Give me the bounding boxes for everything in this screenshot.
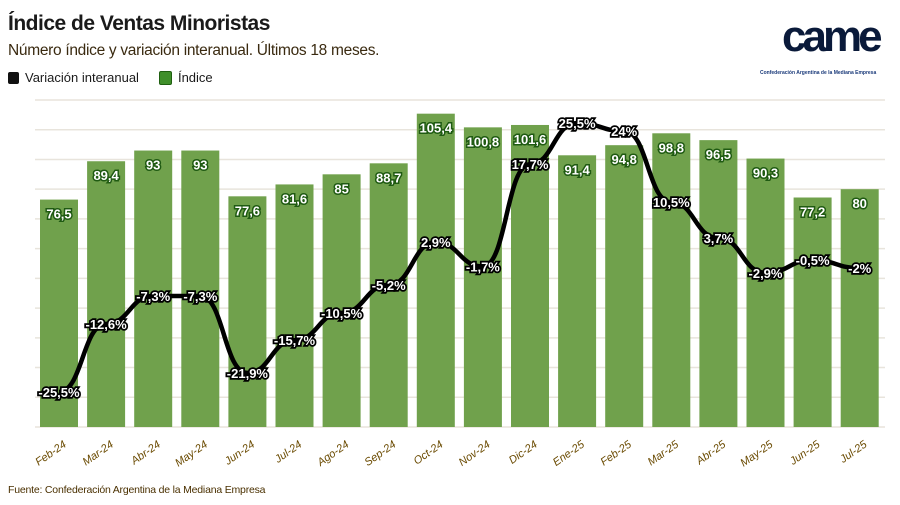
legend-swatch-variacion <box>8 71 19 84</box>
x-tick-label: Jun-25 <box>787 438 823 468</box>
bar-label: 105,4 <box>420 121 453 136</box>
bar-label: 81,6 <box>282 191 307 206</box>
bar <box>746 158 785 427</box>
x-tick-label: May-24 <box>173 439 210 470</box>
x-tick-label: Jul-24 <box>272 439 304 467</box>
bar-label: 90,3 <box>753 166 778 181</box>
bar <box>793 197 832 427</box>
bar <box>275 184 314 427</box>
legend-swatch-indice <box>158 70 172 85</box>
bar <box>652 133 691 427</box>
bar-label: 93 <box>193 158 207 173</box>
line-label: -10,5% <box>321 306 363 321</box>
came-logo: came Confederación Argentina de la Media… <box>760 12 890 82</box>
bar <box>699 140 738 427</box>
legend-label-variacion: Variación interanual <box>25 70 139 85</box>
bar-label: 77,6 <box>235 203 260 218</box>
line-label: -25,5% <box>38 385 80 400</box>
x-tick-label: Jul-25 <box>837 438 870 466</box>
line-label: 10,5% <box>653 195 690 210</box>
bar-label: 94,8 <box>612 152 637 167</box>
x-tick-label: Feb-25 <box>598 438 634 468</box>
bar-label: 96,5 <box>706 147 731 162</box>
x-tick-label: Mar-24 <box>81 439 116 469</box>
x-tick-label: Dic-24 <box>507 439 540 467</box>
line-label: 24% <box>611 124 637 139</box>
x-tick-label: Abr-24 <box>128 439 163 468</box>
x-tick-label: Mar-25 <box>646 438 682 468</box>
x-tick-label: Jun-24 <box>222 439 257 469</box>
bar-label: 80 <box>852 196 866 211</box>
bar <box>463 127 502 427</box>
x-tick-label: Oct-24 <box>412 439 446 468</box>
line-label: 2,9% <box>421 235 451 250</box>
line-label: -2% <box>848 261 872 276</box>
bar-label: 88,7 <box>376 170 401 185</box>
bar <box>605 145 644 427</box>
line-label: -12,6% <box>85 317 127 332</box>
line-label: 25,5% <box>559 116 596 131</box>
line-label: -7,3% <box>183 289 217 304</box>
bar <box>322 174 361 427</box>
bar <box>40 199 78 427</box>
line-label: -7,3% <box>136 289 170 304</box>
x-tick-label: Feb-24 <box>33 439 68 469</box>
line-label: -0,5% <box>796 253 830 268</box>
bar <box>228 196 267 427</box>
line-label: 17,7% <box>512 157 549 172</box>
bar-label: 100,8 <box>467 134 500 149</box>
x-tick-label: Ene-25 <box>551 438 588 469</box>
bar-label: 93 <box>146 158 160 173</box>
bar-label: 77,2 <box>800 205 825 220</box>
x-tick-label: Nov-24 <box>457 439 493 469</box>
bar <box>840 189 879 427</box>
bar-label: 76,5 <box>46 207 71 222</box>
logo-subtitle: Confederación Argentina de la Mediana Em… <box>760 70 877 76</box>
bar <box>369 163 408 427</box>
source-note: Fuente: Confederación Argentina de la Me… <box>8 484 266 496</box>
x-tick-label: Sep-24 <box>362 439 398 469</box>
bar <box>416 113 455 427</box>
bar-label: 98,8 <box>659 140 684 155</box>
logo-mark: came <box>782 12 883 61</box>
line-label: -5,2% <box>372 278 406 293</box>
chart-subtitle: Número índice y variación interanual. Úl… <box>8 42 380 59</box>
variacion-line <box>58 120 860 395</box>
bar-label: 85 <box>334 181 348 196</box>
x-tick-label: Ago-24 <box>315 439 352 470</box>
chart-title: Índice de Ventas Minoristas <box>8 12 270 35</box>
bar-label: 89,4 <box>93 168 119 183</box>
line-label: -2,9% <box>749 266 783 281</box>
bar-label: 91,4 <box>564 162 590 177</box>
x-tick-label: Abr-25 <box>694 438 729 468</box>
bar <box>87 161 126 428</box>
bar <box>134 150 173 427</box>
line-label: -1,7% <box>466 259 500 274</box>
line-label: 3,7% <box>704 231 734 246</box>
line-label: -21,9% <box>227 366 269 381</box>
bar <box>181 150 220 427</box>
x-tick-label: May-25 <box>738 438 776 469</box>
line-label: -15,7% <box>274 333 316 348</box>
legend: Variación interanual Índice <box>8 70 213 85</box>
bar-label: 101,6 <box>514 132 547 147</box>
legend-label-indice: Índice <box>177 70 213 85</box>
bar <box>558 155 597 427</box>
